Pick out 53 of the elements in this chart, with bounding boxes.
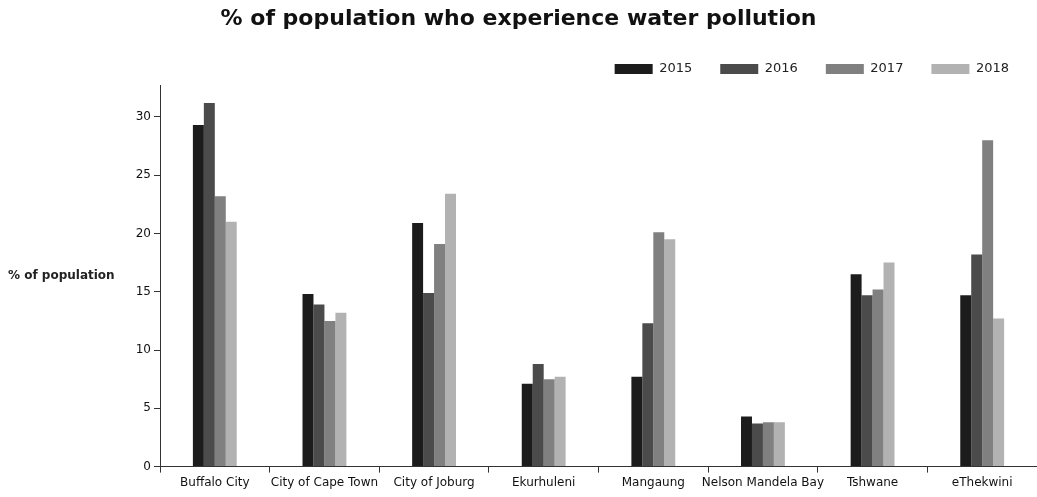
legend-label: 2017 <box>870 60 904 76</box>
bar <box>445 193 456 467</box>
bar <box>324 320 336 467</box>
bar <box>993 318 1005 467</box>
x-tick-label: Tshwane <box>845 474 899 489</box>
bar <box>631 376 643 467</box>
bar <box>203 102 215 467</box>
bar <box>214 196 226 467</box>
bar <box>225 221 237 467</box>
bar <box>423 292 435 467</box>
bar <box>664 239 676 467</box>
y-tick-label: 5 <box>143 400 151 415</box>
bar <box>982 140 994 467</box>
y-tick-label: 0 <box>143 458 151 473</box>
bar <box>971 254 983 467</box>
bar <box>741 416 752 467</box>
bar <box>861 295 873 467</box>
bar <box>883 262 895 467</box>
x-tick-label: eThekwini <box>951 474 1013 489</box>
y-tick-label: 30 <box>135 109 151 123</box>
y-tick-label: 20 <box>135 225 151 240</box>
y-tick-label: 10 <box>135 342 151 357</box>
x-tick-label: Nelson Mandela Bay <box>701 474 825 489</box>
bar <box>302 294 314 467</box>
y-tick-label: 15 <box>135 283 151 298</box>
bar <box>751 423 763 467</box>
bar <box>872 289 884 467</box>
bar <box>543 379 555 467</box>
bar <box>434 243 446 467</box>
bar <box>412 222 424 467</box>
bar <box>335 312 347 467</box>
y-axis-title: % of population <box>8 268 115 283</box>
bar <box>642 323 654 467</box>
bar <box>762 422 774 467</box>
bar <box>653 232 665 467</box>
legend-label: 2015 <box>659 60 693 76</box>
bar <box>554 376 566 467</box>
bar <box>532 364 544 467</box>
bar <box>192 125 204 467</box>
x-tick-label: City of Cape Town <box>270 474 379 489</box>
legend-label: 2016 <box>764 60 798 76</box>
bar <box>850 274 862 467</box>
bar <box>521 383 533 467</box>
bar <box>960 295 972 467</box>
x-tick-label: Ekurhuleni <box>512 474 576 489</box>
chart-title: % of population who experience water pollution <box>220 4 817 30</box>
x-tick-label: City of Joburg <box>393 474 475 489</box>
legend-label: 2018 <box>975 60 1010 76</box>
x-tick-label: Buffalo City <box>180 474 250 489</box>
bar <box>773 422 785 467</box>
x-tick-label: Mangaung <box>621 474 685 489</box>
y-tick-label: 25 <box>135 167 151 182</box>
bar <box>313 304 325 467</box>
